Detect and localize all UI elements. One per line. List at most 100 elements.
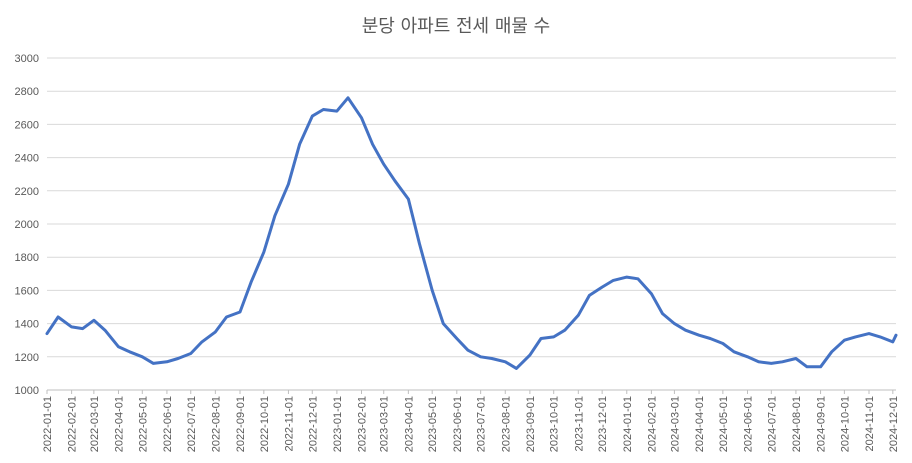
- data-point: [709, 337, 712, 340]
- data-point: [200, 340, 204, 344]
- x-tick-label: 2022-10-01: [259, 396, 271, 452]
- x-tick-label: 2023-05-01: [427, 396, 439, 452]
- data-point: [371, 143, 374, 146]
- y-tick-label: 1800: [15, 252, 39, 264]
- x-tick-label: 2023-03-01: [379, 396, 391, 452]
- x-tick-label: 2023-12-01: [597, 396, 609, 452]
- x-tick-label: 2024-11-01: [864, 396, 876, 451]
- x-tick-label: 2024-02-01: [646, 396, 658, 452]
- data-point: [757, 360, 760, 363]
- data-point: [650, 292, 653, 295]
- y-tick-label: 1600: [15, 285, 39, 297]
- data-point: [819, 365, 822, 368]
- x-tick-label: 2022-09-01: [235, 396, 247, 452]
- data-point: [225, 315, 228, 319]
- data-point: [673, 322, 676, 325]
- data-point: [805, 365, 809, 368]
- x-tick-label: 2024-10-01: [839, 396, 851, 452]
- data-point: [298, 143, 301, 146]
- data-point: [382, 163, 385, 166]
- data-point: [262, 251, 265, 254]
- x-tick-label: 2023-04-01: [403, 396, 415, 452]
- gridlines: [47, 57, 896, 391]
- y-tick-label: 1000: [15, 385, 39, 397]
- data-point: [346, 96, 350, 100]
- x-tick-label: 2023-06-01: [452, 396, 464, 452]
- data-point: [466, 349, 470, 352]
- x-tick-label: 2022-08-01: [210, 396, 222, 452]
- data-point: [563, 329, 566, 332]
- data-point: [746, 355, 749, 358]
- data-point: [894, 334, 898, 337]
- x-tick-label: 2022-05-01: [137, 396, 149, 452]
- y-tick-label: 2800: [15, 86, 39, 98]
- data-point: [697, 334, 701, 337]
- data-point: [56, 315, 60, 319]
- x-tick-label: 2024-03-01: [669, 396, 681, 452]
- data-point: [393, 179, 397, 182]
- data-point: [843, 339, 846, 342]
- data-point: [515, 367, 518, 370]
- data-point: [625, 275, 628, 279]
- data-point: [442, 322, 445, 325]
- y-tick-label: 2200: [15, 186, 39, 198]
- data-point: [273, 214, 277, 217]
- data-point: [794, 357, 798, 360]
- data-point: [612, 279, 615, 282]
- y-tick-label: 3000: [15, 53, 39, 65]
- data-point: [479, 355, 482, 358]
- data-point: [103, 329, 107, 332]
- data-point: [189, 352, 192, 355]
- data-point: [854, 335, 857, 339]
- data-point: [878, 335, 882, 339]
- data-point: [128, 350, 131, 353]
- x-tick-label: 2023-09-01: [525, 396, 537, 452]
- data-point: [407, 197, 410, 201]
- x-tick-label: 2024-05-01: [718, 396, 730, 452]
- x-tick-label: 2024-09-01: [816, 396, 828, 452]
- x-tick-label: 2023-08-01: [500, 396, 512, 452]
- data-point: [490, 357, 493, 360]
- x-tick-label: 2024-06-01: [742, 396, 754, 452]
- y-tick-label: 1400: [15, 319, 39, 331]
- x-tick-label: 2024-04-01: [694, 396, 706, 452]
- x-tick-label: 2022-03-01: [89, 396, 101, 452]
- data-point: [249, 280, 253, 284]
- y-axis-ticks: 1000 1200 1400 1600 1800 2000 2200 2400 2600 2800…: [15, 53, 39, 397]
- data-point: [152, 362, 155, 365]
- data-point: [45, 332, 49, 335]
- data-point: [891, 340, 894, 344]
- x-tick-label: 2022-02-01: [67, 396, 79, 452]
- x-tick-label: 2024-01-01: [622, 396, 634, 452]
- data-point: [600, 285, 604, 289]
- data-point: [176, 357, 180, 360]
- data-point: [588, 294, 591, 297]
- data-point: [781, 360, 784, 363]
- data-point: [770, 362, 773, 365]
- x-tick-label: 2023-10-01: [549, 396, 561, 452]
- x-tick-label: 2022-07-01: [186, 396, 198, 452]
- data-point: [661, 312, 664, 315]
- data-point: [418, 242, 421, 246]
- data-point: [335, 109, 339, 113]
- data-point: [287, 183, 290, 186]
- data-point: [165, 360, 169, 363]
- x-tick-label: 2022-04-01: [113, 396, 125, 452]
- data-point: [539, 337, 543, 340]
- data-point: [528, 353, 532, 357]
- y-tick-label: 2400: [15, 153, 39, 165]
- data-point: [117, 345, 120, 348]
- data-point: [431, 289, 434, 292]
- data-point: [322, 108, 325, 111]
- data-point: [70, 325, 73, 329]
- data-point: [92, 319, 96, 322]
- data-point: [830, 350, 833, 353]
- series-line: [45, 96, 898, 370]
- data-point: [360, 116, 363, 120]
- data-point: [684, 329, 687, 332]
- y-tick-label: 2600: [15, 119, 39, 131]
- x-tick-label: 2023-01-01: [332, 396, 344, 452]
- data-point: [455, 337, 458, 340]
